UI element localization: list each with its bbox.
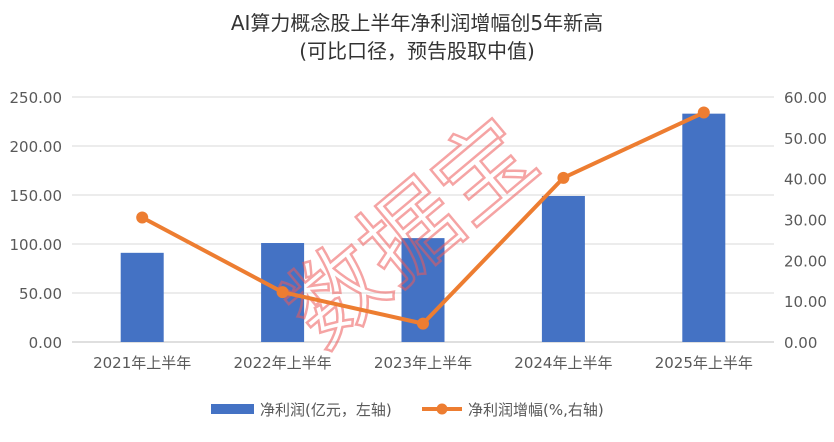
bar [682, 113, 726, 342]
line-point [417, 317, 429, 330]
bar [120, 252, 164, 342]
chart-title: AI算力概念股上半年净利润增幅创5年新高 [231, 11, 603, 35]
y-left-tick-label: 150.00 [10, 187, 63, 205]
bar [541, 195, 585, 342]
y-left-tick-label: 0.00 [29, 334, 62, 352]
line-point [697, 106, 710, 119]
y-right-tick-label: 30.00 [784, 212, 827, 230]
legend: 净利润(亿元，左轴) 净利润增幅(%,右轴) [211, 401, 604, 419]
x-tick-label: 2022年上半年 [234, 354, 332, 372]
legend-bar-label: 净利润(亿元，左轴) [260, 401, 392, 419]
y-right-tick-label: 10.00 [784, 293, 827, 311]
y-right-tick-label: 40.00 [784, 171, 827, 189]
y-right-tick-label: 50.00 [784, 130, 827, 148]
axes: 0.00 50.00 100.00 150.00 200.00 250.00 0.00 10.… [10, 89, 827, 372]
chart-subtitle: (可比口径，预告股取中值) [299, 39, 535, 63]
line-point [276, 286, 289, 299]
y-left-tick-label: 100.00 [10, 236, 63, 254]
line-point [136, 211, 149, 224]
x-tick-label: 2021年上半年 [93, 354, 191, 372]
x-tick-label: 2023年上半年 [374, 354, 472, 372]
y-left-tick-label: 50.00 [19, 285, 62, 303]
y-left-tick-label: 200.00 [10, 138, 63, 156]
y-right-tick-label: 0.00 [784, 334, 817, 352]
y-left-tick-label: 250.00 [10, 89, 63, 107]
line-series [136, 106, 710, 330]
x-tick-label: 2024年上半年 [514, 354, 612, 372]
x-tick-label: 2025年上半年 [655, 354, 753, 372]
line-point [557, 171, 570, 184]
legend-bar-swatch [211, 404, 254, 414]
legend-line-label: 净利润增幅(%,右轴) [468, 401, 604, 419]
legend-line-marker [436, 403, 448, 415]
y-right-tick-label: 60.00 [784, 89, 827, 107]
y-right-tick-label: 20.00 [784, 252, 827, 270]
